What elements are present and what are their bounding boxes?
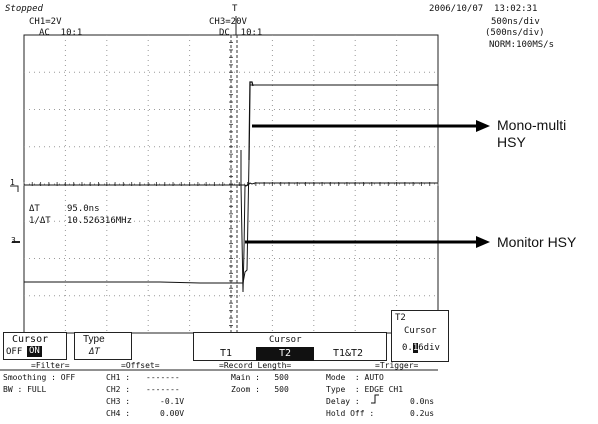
t2-value-int: 0. (402, 343, 413, 353)
tab-t1t2[interactable]: T1&T2 (332, 348, 364, 359)
t2-value-rest: 6div (418, 343, 440, 353)
filter-heading: =Filter= (31, 361, 70, 370)
ch1-marker: 1 (10, 178, 15, 187)
offset-ch4-label: CH4 : (106, 409, 131, 418)
trigger-mode: Mode : AUTO (326, 373, 384, 382)
cursor-softkey[interactable]: Cursor OFF ON (3, 332, 67, 360)
type-softkey-value: ΔT (89, 347, 100, 357)
t2-value-selected-digit[interactable]: 1 (412, 343, 419, 353)
ch3-low-trace (24, 281, 243, 284)
trigger-delay-value: 0.0ns (410, 397, 435, 406)
offset-ch1-label: CH1 : (106, 373, 131, 382)
trigger-type: Type : EDGE CH1 (326, 385, 404, 394)
delta-t-label: ΔT (29, 204, 40, 214)
ch3-small-step (242, 159, 250, 284)
ch3-marker: 3 (11, 236, 16, 245)
cursor-off-option[interactable]: OFF (6, 347, 23, 357)
acquisition-mode: NORM:100MS/s (489, 40, 555, 50)
delta-t-value: 95.0ns (67, 204, 100, 214)
cursor-on-option[interactable]: ON (27, 346, 42, 357)
frequency-value: 10.526316MHz (67, 216, 133, 226)
record-heading: =Record Length= (219, 361, 292, 370)
monitor-arrow-head (476, 236, 490, 248)
mono-multi-label-line1: Mono-multi (497, 117, 567, 133)
type-softkey[interactable]: Type ΔT (74, 332, 132, 360)
trigger-delay-label: Delay : (326, 397, 360, 406)
datetime: 2006/10/07 13:02:31 (429, 4, 538, 14)
offset-ch2-value: ------- (146, 385, 180, 394)
timebase: 500ns/div (491, 17, 540, 27)
trigger-holdoff-value: 0.2us (410, 409, 435, 418)
filter-bandwidth: BW : FULL (3, 385, 47, 394)
record-main: Main : 500 (231, 373, 289, 382)
t2-cursor-sub: Cursor (404, 326, 437, 336)
trigger-marker: T (232, 4, 238, 14)
offset-ch3-label: CH3 : (106, 397, 131, 406)
offset-heading: =Offset= (121, 361, 160, 370)
frequency-label: 1/ΔT (29, 216, 51, 226)
rising-edge-icon (371, 394, 379, 404)
ch3-coupling: DC 10:1 (219, 28, 263, 38)
offset-ch4-value: 0.00V (160, 409, 185, 418)
ch1-coupling: AC 10:1 (39, 28, 83, 38)
offset-ch3-value: -0.1V (160, 397, 185, 406)
trigger-heading: =Trigger= (375, 361, 419, 370)
timebase-zoom: (500ns/div) (485, 28, 545, 38)
ch3-scale: CH3=20V (209, 17, 247, 27)
t2-cursor-title: T2 (395, 313, 406, 323)
mono-multi-label: Mono-multi HSY (497, 117, 566, 151)
tab-t2[interactable]: T2 (256, 347, 314, 361)
tab-t1[interactable]: T1 (219, 348, 233, 359)
type-softkey-label: Type (83, 334, 105, 345)
ch1-edge (240, 150, 246, 293)
acquisition-status: Stopped (5, 4, 43, 14)
cursor-softkey-label: Cursor (12, 334, 49, 345)
offset-ch2-label: CH2 : (106, 385, 131, 394)
filter-smoothing: Smoothing : OFF (3, 373, 76, 382)
ch1-ground-marker (10, 185, 19, 192)
graticule-grid (23, 34, 439, 334)
trigger-holdoff-label: Hold Off : (326, 409, 375, 418)
offset-ch1-value: ------- (146, 373, 180, 382)
cursor-tab-title: Cursor (269, 335, 302, 345)
mono-multi-label-line2: HSY (497, 134, 526, 150)
t2-cursor-value[interactable]: 0.16div (402, 343, 440, 353)
ch3-rising-edge (248, 81, 254, 161)
ch1-scale: CH1=2V (29, 17, 62, 27)
mono-arrow-head (476, 120, 490, 132)
monitor-hsy-label: Monitor HSY (497, 234, 577, 250)
t2-cursor-softkey[interactable]: T2 Cursor 0.16div (391, 310, 449, 362)
record-zoom: Zoom : 500 (231, 385, 289, 394)
